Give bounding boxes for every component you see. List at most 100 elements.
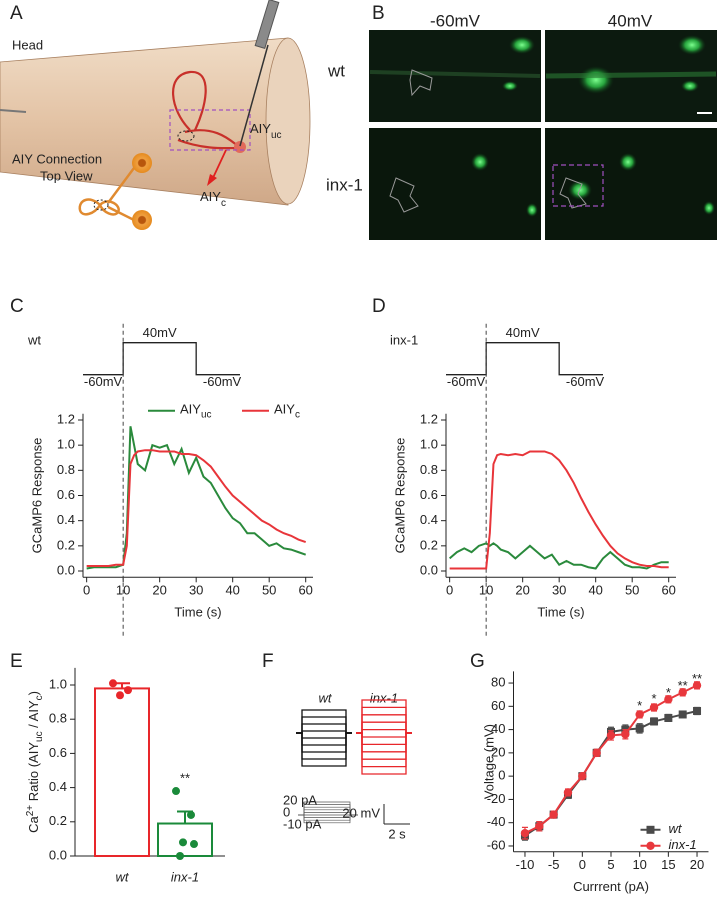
- marker: [520, 828, 530, 838]
- genotype-label: wt: [319, 690, 333, 705]
- series-line: [448, 542, 669, 570]
- trace: [296, 732, 352, 739]
- micrographs: [369, 30, 717, 240]
- series-line: [449, 450, 669, 570]
- scale-label: 2 s: [388, 826, 406, 841]
- x-tick-label: 5: [607, 857, 614, 872]
- traces: [296, 699, 412, 824]
- panel-label: C: [10, 296, 24, 317]
- data-point: [176, 852, 184, 860]
- y-tick-label: -60: [487, 837, 506, 852]
- y-tick-label: -40: [487, 814, 506, 829]
- row-label: wt: [327, 61, 345, 80]
- x-tick-label: 30: [552, 583, 566, 598]
- y-tick-label: 0.4: [57, 512, 75, 527]
- y-tick-label: 0.8: [49, 711, 67, 726]
- y-tick-label: 40: [491, 721, 505, 736]
- x-tick-label: 20: [690, 857, 704, 872]
- column-label: -60mV: [430, 11, 481, 30]
- y-tick-label: 1.0: [49, 676, 67, 691]
- genotype-label: inx-1: [370, 690, 398, 705]
- annotation: *: [651, 691, 656, 706]
- illustration: [0, 0, 311, 230]
- trace: [296, 709, 352, 734]
- legend-label: wt: [669, 821, 683, 836]
- y-tick-label: 60: [491, 698, 505, 713]
- y-axis-label: GCaMP6 Response: [392, 438, 407, 554]
- y-tick-label: 0.0: [57, 562, 75, 577]
- y-tick-label: 0.6: [49, 745, 67, 760]
- x-axis-label: Time (s): [537, 605, 584, 620]
- protocol-label: 40mV: [143, 325, 177, 340]
- data-point: [179, 838, 187, 847]
- data-point: [190, 840, 198, 849]
- x-tick-label: 60: [298, 583, 312, 598]
- trace: [356, 721, 412, 734]
- marker: [693, 706, 702, 715]
- y-tick-label: 0.8: [420, 462, 438, 477]
- x-tick-label: 60: [661, 583, 675, 598]
- y-axis-label: GCaMP6 Response: [29, 438, 44, 554]
- data-point: [109, 679, 117, 688]
- marker: [692, 681, 702, 690]
- y-axis-label: Voltage (mV): [481, 724, 496, 799]
- marker: [592, 748, 601, 758]
- x-tick-label: inx-1: [171, 869, 199, 884]
- trace: [296, 732, 352, 753]
- marker: [635, 710, 644, 719]
- protocol-step: [446, 342, 603, 376]
- current-label: 20 pA: [283, 792, 317, 807]
- annotation: *: [637, 698, 642, 713]
- head-label: Head: [12, 37, 43, 52]
- trace: [296, 732, 352, 746]
- panel-label: F: [262, 651, 274, 672]
- row-label: inx-1: [326, 175, 363, 194]
- trace: [356, 714, 412, 734]
- marker: [649, 703, 659, 712]
- y-tick-label: 80: [491, 674, 505, 689]
- panel-label: G: [470, 651, 485, 672]
- current-label: -10 pA: [283, 816, 322, 831]
- view-label: Top View: [40, 168, 93, 183]
- y-tick-label: 1.0: [420, 437, 438, 452]
- y-tick-label: 0: [498, 768, 505, 783]
- x-tick-label: wt: [116, 869, 130, 884]
- legend-marker: [646, 841, 655, 850]
- data-point: [172, 787, 180, 796]
- y-tick-label: -20: [487, 791, 506, 806]
- x-tick-label: 15: [661, 857, 675, 872]
- scale-label: 20 mV: [342, 805, 380, 820]
- x-tick-label: 40: [588, 583, 602, 598]
- trace: [356, 732, 412, 738]
- trace: [356, 732, 412, 753]
- column-label: 40mV: [608, 11, 653, 30]
- y-tick-label: 0.0: [49, 847, 67, 862]
- panel-label: A: [10, 3, 23, 24]
- annotation: **: [692, 671, 702, 686]
- x-tick-label: 40: [225, 583, 239, 598]
- y-tick-label: 0.2: [49, 813, 67, 828]
- protocol-label: -60mV: [84, 374, 123, 389]
- x-tick-label: 20: [152, 583, 166, 598]
- x-tick-label: -10: [516, 857, 535, 872]
- marker: [664, 695, 673, 704]
- y-tick-label: 0.0: [420, 562, 438, 577]
- marker: [563, 788, 573, 797]
- x-tick-label: 20: [515, 583, 529, 598]
- protocol-label: -60mV: [566, 374, 605, 389]
- x-tick-label: 30: [189, 583, 203, 598]
- y-tick-label: 0.8: [57, 462, 75, 477]
- marker: [606, 731, 616, 740]
- y-tick-label: 20: [491, 744, 505, 759]
- x-axis-label: Time (s): [174, 605, 221, 620]
- marker: [535, 821, 544, 831]
- data-point: [116, 691, 124, 700]
- x-tick-label: 0: [579, 857, 586, 872]
- y-tick-label: 0.6: [57, 487, 75, 502]
- aiy-c-label: AIYc: [200, 189, 226, 208]
- legend-label: inx-1: [669, 837, 697, 852]
- bar: [94, 687, 150, 857]
- y-axis-label: Ca2+ Ratio (AIYuc / AIYc): [25, 691, 45, 833]
- y-tick-label: 0.2: [57, 537, 75, 552]
- trace: [296, 732, 352, 760]
